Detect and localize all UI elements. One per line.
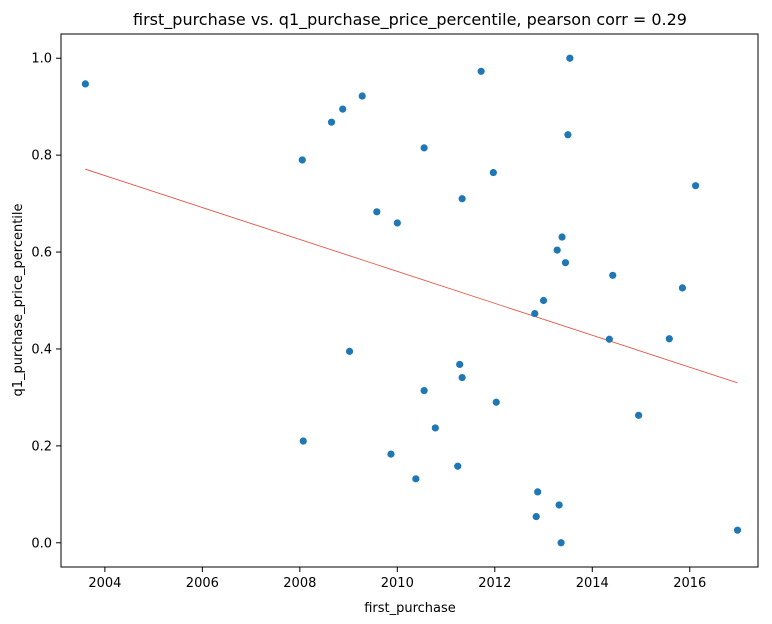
- data-point: [431, 424, 439, 432]
- data-point: [327, 118, 336, 126]
- data-point: [553, 246, 561, 254]
- data-point: [634, 411, 643, 419]
- x-tick-label: 2016: [673, 576, 706, 591]
- x-axis-label: first_purchase: [364, 601, 456, 616]
- y-tick-label: 1.0: [31, 52, 52, 67]
- data-point: [477, 67, 485, 75]
- data-point: [557, 539, 565, 547]
- data-point: [387, 450, 395, 458]
- x-tick-label: 2004: [88, 576, 121, 591]
- data-point: [566, 54, 574, 62]
- data-point: [358, 92, 366, 100]
- data-point: [558, 233, 566, 241]
- data-point: [605, 335, 613, 343]
- data-point: [531, 309, 539, 318]
- y-tick-label: 0.2: [31, 439, 52, 454]
- x-tick-label: 2010: [381, 576, 414, 591]
- data-point: [534, 488, 542, 496]
- data-point: [561, 259, 570, 267]
- data-point: [692, 182, 700, 190]
- y-tick-label: 0.0: [31, 536, 52, 551]
- data-point: [393, 219, 401, 227]
- plot-frame: [60, 33, 759, 568]
- data-point: [345, 347, 354, 355]
- trendline-group: [85, 168, 738, 384]
- trendline: [85, 168, 738, 384]
- x-tick-label: 2006: [186, 576, 219, 591]
- data-point: [555, 501, 563, 509]
- data-point: [609, 271, 617, 279]
- x-tick-label: 2014: [576, 576, 609, 591]
- data-point: [299, 437, 307, 445]
- y-tick-label: 0.6: [31, 246, 52, 261]
- data-point: [456, 360, 464, 369]
- data-point: [564, 131, 572, 139]
- y-tick-label: 0.4: [31, 342, 52, 357]
- y-axis: 0.0 0.2 0.4 0.6 0.8 1.0: [31, 52, 61, 551]
- data-point: [454, 462, 462, 470]
- data-point: [81, 80, 89, 88]
- data-point: [420, 387, 428, 395]
- data-point: [492, 398, 500, 406]
- data-point: [458, 195, 466, 203]
- data-point: [532, 513, 540, 521]
- x-axis: 2004 2006 2008 2010 2012 2014 2016: [88, 567, 706, 591]
- y-axis-label: q1_purchase_price_percentile: [11, 203, 26, 396]
- data-point: [733, 526, 742, 534]
- data-point: [665, 335, 673, 343]
- data-point: [298, 156, 306, 164]
- points-group: [81, 54, 742, 547]
- data-point: [420, 144, 428, 152]
- data-point: [678, 284, 687, 292]
- plot-area: [60, 33, 759, 568]
- y-tick-label: 0.8: [31, 149, 52, 164]
- data-point: [458, 373, 466, 382]
- x-tick-label: 2008: [283, 576, 316, 591]
- chart-title: first_purchase vs. q1_purchase_price_per…: [133, 10, 687, 30]
- data-point: [373, 208, 381, 216]
- data-point: [412, 475, 420, 483]
- x-tick-label: 2012: [478, 576, 511, 591]
- data-point: [539, 296, 548, 305]
- data-point: [339, 105, 347, 113]
- data-point: [489, 168, 497, 177]
